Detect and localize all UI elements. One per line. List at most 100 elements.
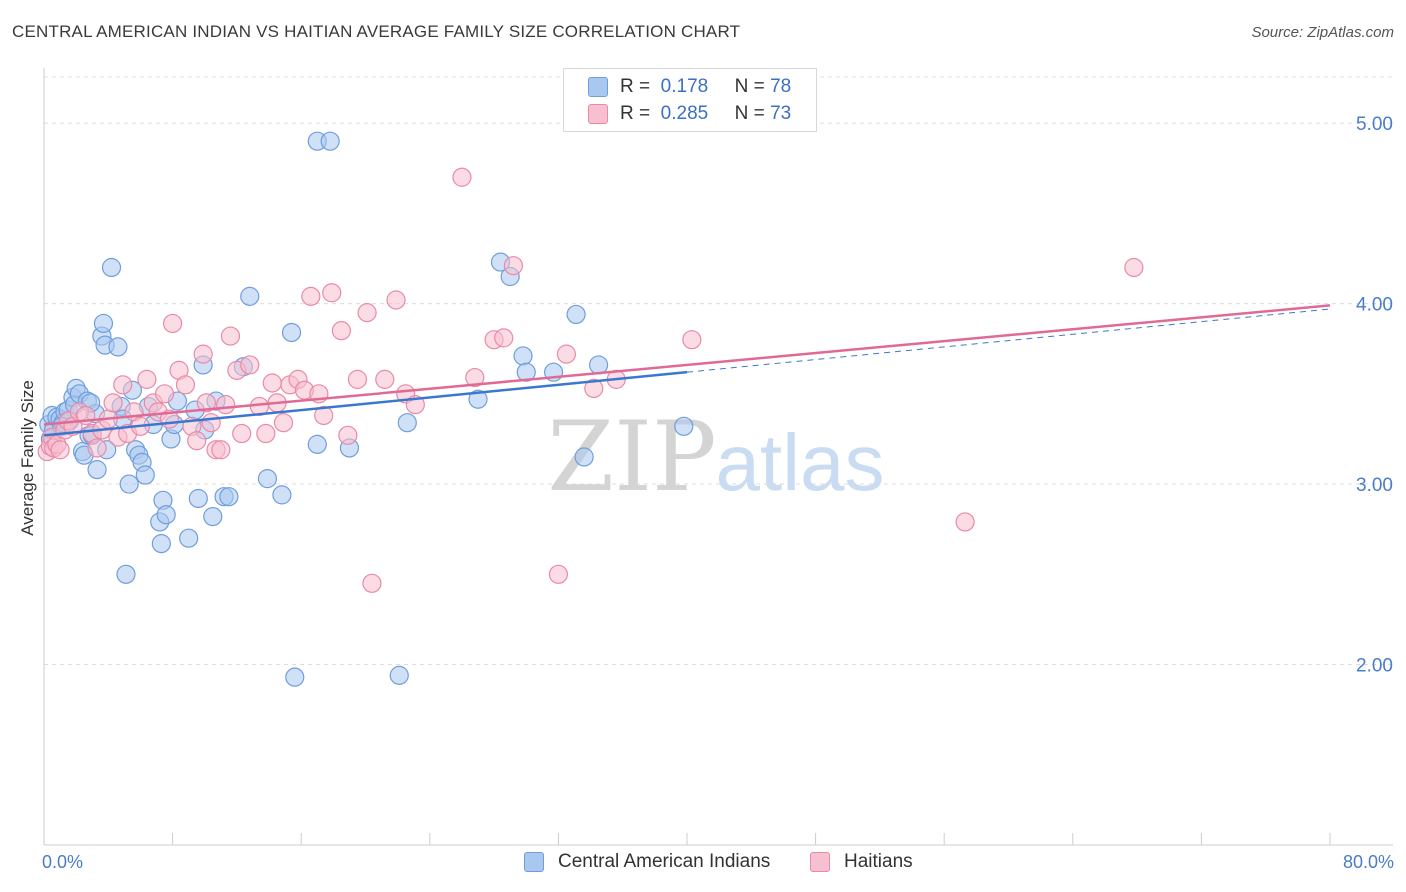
data-point — [566, 304, 586, 325]
trend-line-central-american — [43, 370, 688, 437]
data-point — [584, 378, 604, 399]
data-point — [135, 465, 155, 485]
data-point — [240, 355, 260, 375]
data-point — [331, 321, 351, 341]
data-point — [188, 488, 208, 509]
chart-title: CENTRAL AMERICAN INDIAN VS HAITIAN AVERA… — [12, 22, 741, 41]
data-point — [220, 326, 241, 346]
legend-n-label: N = — [734, 103, 765, 124]
series-haitians — [37, 167, 1144, 593]
data-point — [494, 328, 514, 348]
y-tick-label: 5.00 — [1356, 114, 1393, 135]
data-point — [375, 369, 395, 389]
data-point — [322, 283, 342, 303]
series-legend: Central American Indians Haitians — [0, 851, 1406, 879]
data-point — [101, 257, 122, 278]
data-point — [232, 423, 252, 444]
data-point — [87, 460, 107, 480]
trend-line-haitians — [43, 304, 1331, 426]
data-point — [452, 167, 472, 187]
data-point — [320, 131, 340, 151]
data-point — [151, 534, 171, 554]
y-tick-label: 2.00 — [1356, 656, 1393, 677]
legend-n-label: N = — [734, 76, 765, 97]
data-point — [201, 413, 221, 433]
legend-swatch-blue — [588, 77, 608, 97]
y-axis-label: Average Family Size — [18, 380, 37, 536]
data-point — [307, 434, 327, 454]
y-tick-labels: 2.00 3.00 4.00 5.00 — [1356, 114, 1393, 676]
data-point — [362, 573, 382, 593]
data-point — [397, 413, 417, 433]
data-point — [154, 384, 175, 404]
data-point — [273, 413, 294, 433]
data-point — [516, 362, 536, 382]
data-point — [211, 440, 231, 460]
stats-legend: R = 0.178 N = 78 R = 0.285 N = 73 — [563, 68, 817, 132]
data-point — [103, 393, 123, 413]
data-point — [386, 290, 406, 310]
data-point — [256, 423, 276, 444]
data-point — [955, 512, 975, 532]
data-point — [219, 487, 239, 507]
legend-r-value: 0.285 — [660, 103, 709, 124]
data-point — [93, 313, 114, 334]
y-tick-label: 3.00 — [1356, 475, 1393, 496]
trend-lines — [43, 304, 1331, 437]
data-point — [272, 485, 292, 505]
series-central-american-indians — [39, 131, 694, 687]
legend-r-label: R = — [620, 76, 651, 97]
legend-r-label: R = — [620, 103, 651, 124]
data-point — [682, 330, 702, 350]
y-tick-label: 4.00 — [1356, 295, 1393, 316]
data-point — [137, 369, 157, 389]
data-point — [548, 564, 569, 584]
data-point — [216, 395, 236, 415]
data-point — [163, 313, 183, 334]
legend-label: Central American Indians — [558, 851, 771, 872]
data-point — [513, 346, 533, 366]
data-point — [108, 337, 128, 357]
legend-swatch-pink — [810, 852, 830, 872]
data-point — [503, 256, 523, 276]
data-point — [116, 564, 136, 584]
legend-label: Haitians — [844, 851, 913, 872]
data-point — [257, 469, 278, 489]
data-point — [119, 474, 139, 494]
data-point — [196, 393, 216, 413]
legend-row-central-american: R = 0.178 N = 78 — [588, 74, 791, 100]
watermark-atlas: atlas — [716, 418, 885, 507]
data-point — [87, 438, 107, 458]
x-tick-min: 0.0% — [42, 852, 84, 872]
data-point — [338, 425, 358, 445]
legend-row-haitians: R = 0.285 N = 73 — [588, 101, 791, 127]
legend-swatch-blue — [524, 852, 544, 872]
data-point — [179, 528, 199, 548]
data-point — [1124, 257, 1144, 278]
legend-r-value: 0.178 — [660, 76, 709, 97]
data-point — [588, 355, 609, 375]
data-point — [574, 447, 594, 467]
data-point — [347, 369, 368, 389]
data-point — [193, 344, 213, 364]
data-point — [50, 440, 70, 460]
data-point — [389, 665, 409, 685]
legend-swatch-pink — [588, 104, 608, 124]
watermark-zip: ZIP — [547, 401, 716, 513]
data-point — [556, 344, 577, 364]
data-point — [674, 416, 694, 436]
data-point — [285, 667, 305, 687]
legend-item-haitians[interactable]: Haitians — [810, 851, 913, 873]
x-tick-max: 80.0% — [1342, 852, 1394, 872]
data-point — [187, 431, 207, 451]
data-point — [262, 373, 282, 393]
data-point — [281, 322, 302, 343]
data-point — [175, 375, 196, 395]
data-point — [240, 286, 260, 306]
source-label: Source: ZipAtlas.com — [1251, 24, 1394, 41]
trend-line-central-american-extension — [686, 308, 1331, 373]
legend-n-value: 78 — [770, 76, 792, 97]
legend-item-central-american-indians[interactable]: Central American Indians — [524, 851, 770, 873]
data-point — [357, 303, 377, 323]
